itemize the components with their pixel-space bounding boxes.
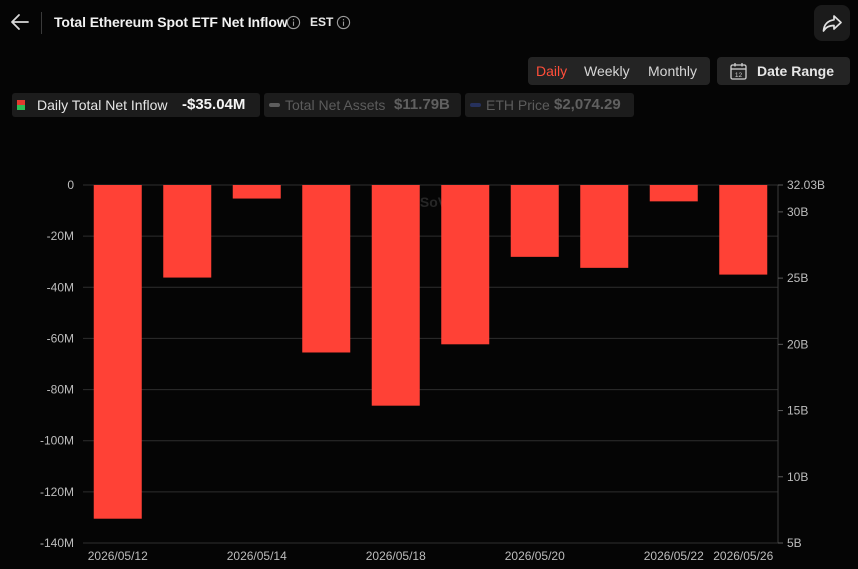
- y-left-tick-label: 0: [67, 178, 74, 192]
- tab-weekly[interactable]: Weekly: [584, 63, 630, 79]
- title-info-icon[interactable]: [286, 15, 301, 30]
- y-right-tick-label: 20B: [787, 337, 808, 351]
- legend-net-inflow[interactable]: Daily Total Net Inflow -$35.04M: [12, 93, 260, 117]
- legend-total-net-assets[interactable]: Total Net Assets $11.79B: [264, 93, 461, 117]
- y-right-tick-label: 30B: [787, 205, 808, 219]
- timezone-label: EST: [310, 15, 334, 29]
- y-left-tick-label: -80M: [47, 383, 74, 397]
- tab-daily[interactable]: Daily: [536, 63, 568, 79]
- x-tick-label: 2026/05/18: [366, 549, 426, 563]
- top-bar: Total Ethereum Spot ETF Net Inflow EST: [0, 0, 858, 46]
- legend-price-value: $2,074.29: [554, 96, 621, 113]
- tab-monthly[interactable]: Monthly: [648, 63, 698, 79]
- x-tick-label: 2026/05/20: [505, 549, 565, 563]
- legend-price-label: ETH Price: [486, 97, 550, 113]
- date-range-label: Date Range: [757, 63, 835, 79]
- y-right-tick-label: 32.03B: [787, 178, 825, 192]
- bar-2026-05-12[interactable]: [93, 185, 142, 519]
- bar-2026-05-22[interactable]: [649, 185, 698, 202]
- svg-text:12: 12: [735, 72, 743, 79]
- y-right-tick-label: 15B: [787, 404, 808, 418]
- page-title: Total Ethereum Spot ETF Net Inflow: [54, 14, 288, 30]
- x-tick-label: 2026/05/14: [227, 549, 287, 563]
- price-line-icon: [470, 103, 481, 107]
- x-tick-label: 2026/05/12: [88, 549, 148, 563]
- bar-2026-05-20[interactable]: [510, 185, 559, 257]
- legend-inflow-value: -$35.04M: [182, 96, 246, 113]
- assets-line-icon: [269, 103, 280, 107]
- y-left-tick-label: -140M: [40, 536, 74, 550]
- legend-eth-price[interactable]: ETH Price $2,074.29: [465, 93, 634, 117]
- legend-assets-value: $11.79B: [394, 96, 450, 113]
- timezone-info-icon[interactable]: [336, 15, 351, 30]
- x-tick-label: 2026/05/22: [644, 549, 704, 563]
- back-arrow-icon[interactable]: [8, 10, 32, 34]
- calendar-icon: 12: [730, 63, 747, 80]
- y-left-tick-label: -20M: [47, 229, 74, 243]
- y-right-tick-label: 5B: [787, 536, 802, 550]
- x-tick-label: 2026/05/26: [713, 549, 773, 563]
- share-button[interactable]: [814, 5, 850, 41]
- bar-2026-05-18[interactable]: [371, 185, 420, 406]
- period-selector: Daily Weekly Monthly: [528, 57, 710, 85]
- bar-2026-05-26[interactable]: [719, 185, 768, 275]
- y-left-tick-label: -60M: [47, 331, 74, 345]
- y-left-tick-label: -100M: [40, 434, 74, 448]
- y-right-tick-label: 10B: [787, 470, 808, 484]
- bar-2026-05-13[interactable]: [163, 185, 212, 278]
- y-left-tick-label: -40M: [47, 280, 74, 294]
- inflow-swatch-icon: [17, 100, 25, 110]
- header-divider: [41, 12, 42, 34]
- bar-2026-05-14[interactable]: [232, 185, 281, 199]
- y-right-tick-label: 25B: [787, 271, 808, 285]
- bar-2026-05-19[interactable]: [441, 185, 490, 345]
- share-icon: [822, 15, 842, 32]
- legend-assets-label: Total Net Assets: [285, 97, 386, 113]
- y-left-tick-label: -120M: [40, 485, 74, 499]
- bar-2026-05-21[interactable]: [580, 185, 629, 268]
- bar-2026-05-15[interactable]: [302, 185, 351, 353]
- date-range-button[interactable]: 12 Date Range: [717, 57, 850, 85]
- legend-inflow-label: Daily Total Net Inflow: [37, 97, 168, 113]
